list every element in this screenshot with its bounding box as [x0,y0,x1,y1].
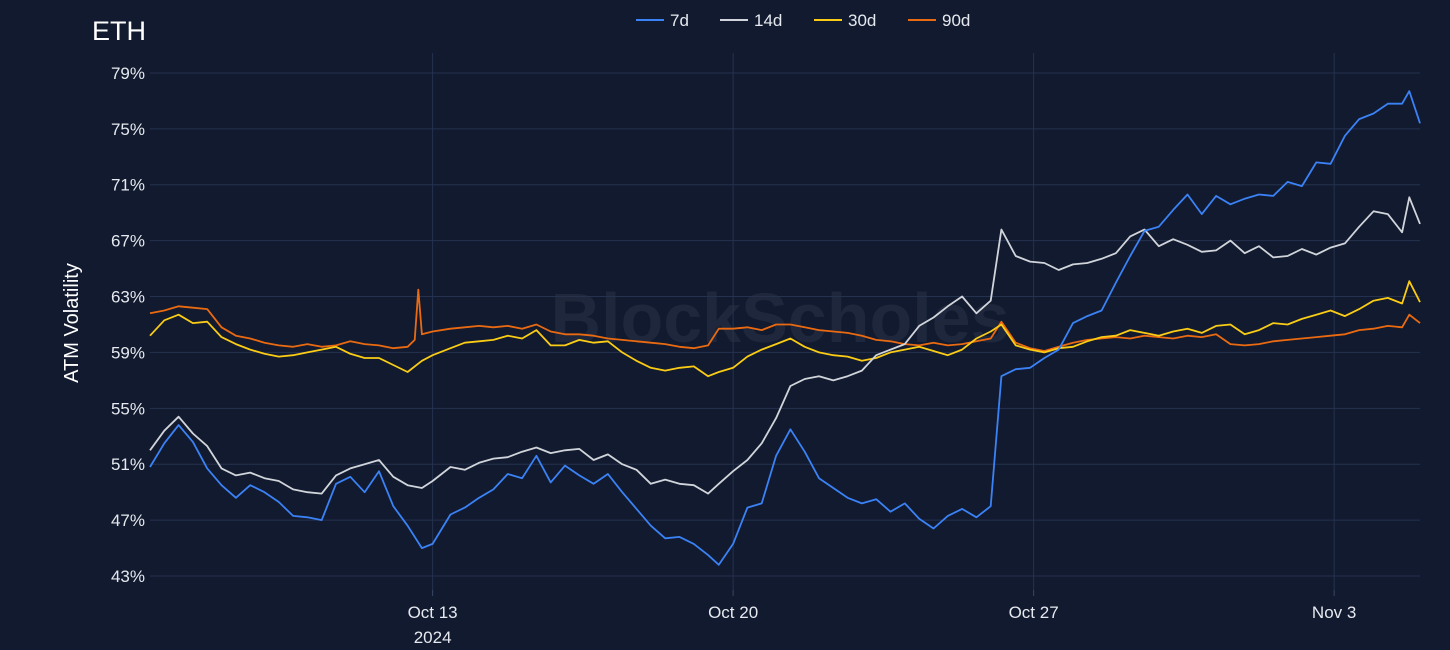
y-tick-label: 43% [111,567,145,586]
series-line-90d [149,288,1421,352]
y-tick-label: 47% [111,511,145,530]
x-tick-year-label: 2024 [414,628,452,647]
y-tick-label: 63% [111,288,145,307]
x-tick-label: Oct 13 [408,603,458,622]
y-tick-label: 51% [111,455,145,474]
x-tick-label: Oct 20 [708,603,758,622]
legend-label-14d: 14d [754,11,782,30]
legend: 7d 14d 30d 90d [636,11,970,30]
x-tick-label: Nov 3 [1312,603,1356,622]
chart-title: ETH [92,16,146,46]
series-layer [149,90,1421,566]
y-axis: 43% 47% 51% 55% 59% 63% 67% 71% 75% 79% [111,64,145,586]
y-tick-label: 79% [111,64,145,83]
legend-label-30d: 30d [848,11,876,30]
watermark: BlockScholes [550,279,1009,357]
y-tick-label: 59% [111,343,145,362]
y-axis-label: ATM Volatility [61,263,83,383]
x-axis: Oct 13 2024 Oct 20 Oct 27 Nov 3 [408,590,1356,647]
x-tick-label: Oct 27 [1009,603,1059,622]
series-line-7d [149,90,1421,566]
y-tick-label: 71% [111,176,145,195]
series-line-30d [149,280,1421,378]
legend-label-90d: 90d [942,11,970,30]
y-tick-label: 75% [111,120,145,139]
series-line-14d [149,196,1421,495]
y-tick-label: 67% [111,232,145,251]
legend-label-7d: 7d [670,11,689,30]
y-tick-label: 55% [111,399,145,418]
